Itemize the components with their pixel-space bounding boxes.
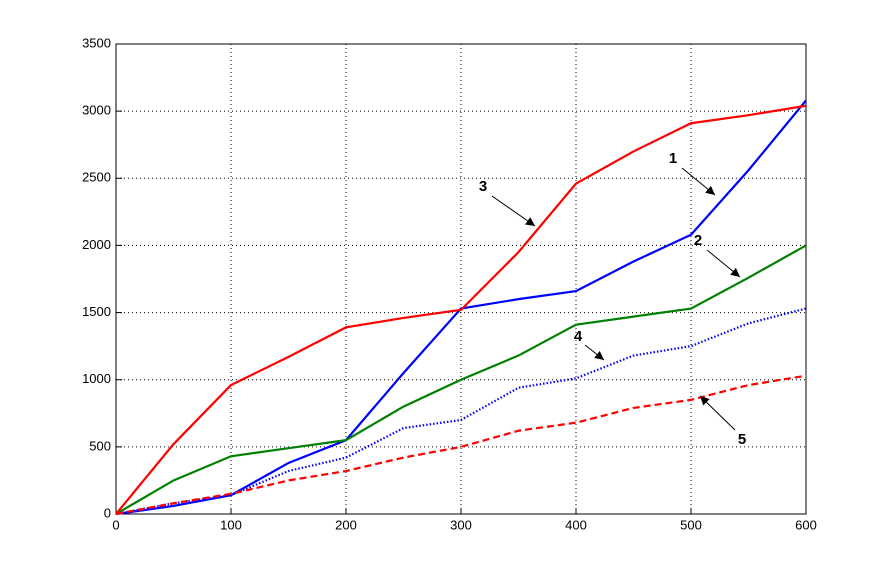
series-line: [115, 307, 807, 516]
y-tick-label: 2000: [82, 237, 111, 252]
annotations: 1 2 3 4 5: [479, 150, 746, 448]
curve-label: 4: [574, 328, 583, 345]
y-tick-label: 500: [89, 438, 111, 453]
x-tick-label: 0: [112, 518, 119, 533]
curve-label: 5: [738, 431, 746, 448]
arrow: [681, 167, 716, 196]
y-tick-label: 1000: [82, 371, 111, 386]
curve-label: 1: [669, 150, 677, 167]
arrow: [699, 395, 736, 431]
plot-frame: [115, 43, 807, 515]
series-line: [115, 374, 807, 516]
series-line: [115, 244, 807, 515]
arrow: [706, 249, 741, 278]
x-tick-label: 600: [795, 518, 817, 533]
x-tick-label: 200: [335, 518, 357, 533]
series-line: [115, 104, 807, 515]
y-tick-label: 0: [104, 505, 111, 520]
x-tick-label: 300: [450, 518, 472, 533]
x-tick-label: 500: [680, 518, 702, 533]
curve-label: 2: [694, 232, 702, 249]
y-tick-label: 3500: [82, 35, 111, 50]
arrow: [584, 344, 605, 361]
arrow: [491, 195, 536, 227]
y-tick-label: 3000: [82, 103, 111, 118]
y-tick-label: 2500: [82, 170, 111, 185]
x-tick-label: 100: [220, 518, 242, 533]
x-tick-label: 400: [565, 518, 587, 533]
y-tick-label: 1500: [82, 304, 111, 319]
curve-label: 3: [479, 178, 487, 195]
